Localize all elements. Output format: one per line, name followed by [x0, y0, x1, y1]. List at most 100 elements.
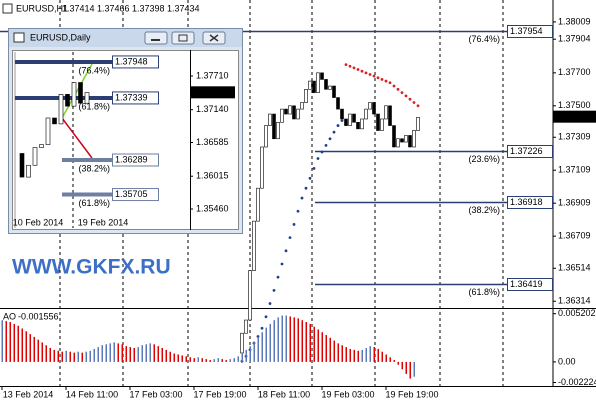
ao-bar — [37, 339, 39, 362]
candle — [280, 108, 284, 123]
sar-dot — [416, 104, 420, 108]
ao-bar — [185, 356, 187, 362]
ao-bar — [397, 361, 399, 365]
y-tick-label: 1.36514 — [558, 263, 591, 273]
candle — [292, 105, 296, 120]
current-price-label: 1.37434 — [194, 87, 227, 97]
candle — [404, 135, 408, 143]
sar-dot — [300, 196, 304, 200]
candle — [71, 82, 77, 107]
ao-bar — [281, 315, 283, 362]
sar-dot — [396, 87, 400, 91]
y-tick-label: 1.36015 — [196, 171, 229, 181]
ao-bar — [73, 352, 75, 362]
ao-bar — [45, 345, 47, 362]
sar-dot — [348, 64, 352, 68]
ao-bar — [93, 348, 95, 362]
indicator-title: AO — [3, 311, 16, 321]
ao-bar — [97, 347, 99, 362]
minimize-button[interactable] — [144, 31, 168, 45]
ao-bar — [341, 345, 343, 362]
sar-dot — [292, 223, 296, 226]
fib-level-label: (76.4%) — [78, 65, 110, 75]
main-chart: 1.38009 1.37904 1.37700 1.37500 1.37309 1.371… — [0, 3, 596, 399]
ao-bar — [309, 323, 311, 362]
ao-bar — [381, 351, 383, 362]
ao-bar — [109, 343, 111, 362]
ao-bar — [333, 340, 335, 362]
candle — [248, 270, 252, 321]
ao-bar — [169, 351, 171, 362]
candle — [392, 125, 396, 148]
ao-bar — [25, 331, 27, 362]
candle — [400, 138, 404, 143]
ao-bar — [225, 360, 227, 362]
ao-bar — [217, 358, 219, 362]
ao-bar — [329, 337, 331, 362]
ao-bar — [413, 361, 415, 377]
ao-panel: 0.005202 0.00 -0.002224 AO -0.001556 — [1, 308, 596, 387]
ao-bar — [325, 335, 327, 362]
y-tick-label: 1.36909 — [558, 198, 591, 208]
fib-price-box — [507, 25, 553, 38]
candle — [264, 125, 268, 148]
candle — [364, 108, 368, 120]
ao-bar — [205, 359, 207, 362]
ao-bar — [285, 315, 287, 362]
ao-bar — [357, 350, 359, 362]
ao-bar — [353, 349, 355, 362]
fib-price-box — [112, 91, 159, 105]
candle — [288, 105, 292, 115]
sar-dot — [320, 150, 324, 154]
maximize-button[interactable] — [171, 31, 195, 45]
sar-dot — [380, 78, 384, 81]
ao-bar — [157, 346, 159, 362]
sar-dot — [344, 63, 348, 66]
ao-bar — [213, 359, 215, 362]
ohlc-value: 1.37398 — [132, 3, 165, 13]
current-price-label: 1.37434 — [557, 111, 590, 121]
fib-price-box — [507, 145, 553, 158]
y-tick-label: 1.37904 — [558, 34, 591, 44]
sar-dot — [352, 66, 356, 70]
fib-price-box — [112, 153, 159, 167]
y-tick-label: 1.36709 — [558, 231, 591, 241]
trend-line — [61, 63, 93, 119]
ao-bar — [405, 361, 407, 374]
candle — [376, 113, 380, 131]
sar-dot — [392, 84, 396, 88]
ao-bar — [141, 345, 143, 362]
ao-bar — [177, 354, 179, 362]
time-label: 19 Feb 19:00 — [385, 389, 438, 399]
candle — [416, 117, 420, 131]
ohlc-value: 1.37414 — [62, 3, 95, 13]
y-tick-label: 1.37309 — [558, 132, 591, 142]
candle — [344, 118, 348, 126]
candle — [276, 121, 280, 140]
candle — [408, 135, 412, 148]
ao-bar — [345, 347, 347, 362]
ao-bar — [365, 348, 367, 362]
ao-bar — [65, 350, 67, 362]
sar-dot — [360, 69, 364, 73]
fib-price-label: 1.36289 — [115, 154, 148, 164]
ao-bar — [201, 358, 203, 362]
y-tick-label: 0.005202 — [558, 308, 596, 318]
sar-dot — [368, 73, 372, 76]
ao-bar — [85, 351, 87, 362]
current-price-box — [190, 86, 235, 99]
candle — [252, 220, 256, 271]
candle — [26, 164, 31, 178]
sar-dot — [260, 326, 264, 330]
time-label: 13 Feb 2014 — [3, 389, 54, 399]
candle — [316, 72, 320, 93]
ao-bar — [241, 353, 243, 362]
fib-price-box — [112, 188, 159, 202]
candle — [324, 79, 328, 90]
ao-bar — [197, 357, 199, 362]
y-tick-label: 1.35460 — [196, 203, 229, 213]
ao-bar — [253, 341, 255, 362]
header-icon — [2, 3, 13, 14]
ao-bar — [293, 317, 295, 362]
fib-level-label: (61.8%) — [468, 287, 500, 297]
